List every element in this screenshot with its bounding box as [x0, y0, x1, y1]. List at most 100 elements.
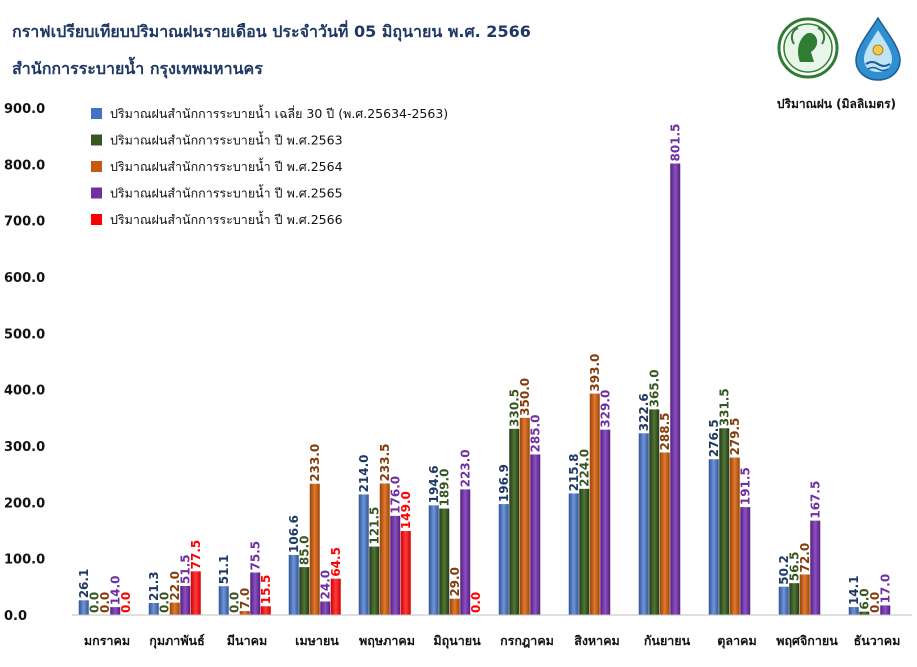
bar [579, 488, 590, 615]
y-axis-label: ปริมาณฝน (มิลลิเมตร) [777, 97, 896, 111]
data-label: 75.5 [249, 541, 263, 571]
bar [509, 428, 520, 615]
data-label: 196.9 [497, 464, 511, 502]
data-label: 224.0 [578, 449, 592, 487]
data-label: 21.3 [147, 571, 161, 601]
bar [400, 531, 411, 615]
bar [190, 571, 201, 615]
data-label: 106.6 [287, 515, 301, 553]
data-label: 0.0 [158, 592, 172, 613]
y-tick-label: 300.0 [4, 440, 45, 455]
data-label: 51.5 [179, 554, 193, 584]
data-label: 24.0 [319, 570, 333, 600]
bar [239, 611, 250, 615]
bar [859, 611, 870, 615]
data-label: 0.0 [868, 592, 882, 613]
bar [880, 605, 891, 615]
data-label: 322.6 [637, 393, 651, 431]
x-tick-label: มีนาคม [227, 633, 267, 648]
bar [519, 417, 530, 615]
chart-subtitle: สำนักการระบายน้ำ กรุงเทพมหานคร [12, 56, 263, 79]
data-label: 285.0 [529, 414, 543, 452]
legend-swatch [91, 214, 102, 225]
bar [740, 507, 751, 615]
data-label: 365.0 [648, 369, 662, 407]
data-label: 393.0 [588, 354, 602, 392]
bar [288, 554, 299, 615]
bar [810, 520, 821, 615]
legend-entry: ปริมาณฝนสำนักการระบายน้ำ ปี พ.ศ.2565 [110, 184, 343, 201]
data-label: 64.5 [329, 547, 343, 577]
bars [78, 163, 891, 615]
data-label: 14.1 [847, 575, 861, 605]
data-label: 0.0 [228, 592, 242, 613]
data-label: 214.0 [357, 454, 371, 492]
bar [530, 454, 541, 615]
data-label: 22.0 [168, 571, 182, 601]
bar [659, 452, 670, 615]
legend-swatch [91, 187, 102, 199]
x-tick-label: ตุลาคม [717, 633, 756, 649]
data-label: 85.0 [298, 536, 312, 566]
x-tick-label: พฤษภาคม [359, 633, 415, 648]
data-label: 50.2 [777, 555, 791, 585]
x-axis-ticks: มกราคม กุมภาพันธ์ มีนาคม เมษายน พฤษภาคม มิถุน… [84, 633, 900, 649]
y-tick-label: 0.0 [4, 609, 27, 624]
x-tick-label: พฤศจิกายน [776, 633, 838, 648]
data-label: 7.0 [238, 588, 252, 609]
y-tick-label: 100.0 [4, 553, 45, 568]
legend-swatch [91, 161, 102, 172]
data-label: 233.0 [308, 444, 322, 482]
data-label: 0.0 [469, 592, 483, 613]
bar [218, 586, 229, 615]
bar [708, 459, 719, 615]
bar [110, 607, 121, 615]
legend-entry: ปริมาณฝนสำนักการระบายน้ำ เฉลี่ย 30 ปี (พ… [110, 104, 448, 121]
bar [649, 409, 660, 615]
data-label: 176.0 [389, 476, 403, 514]
data-label: 26.1 [77, 569, 91, 599]
data-label: 331.5 [718, 388, 732, 426]
data-labels: 26.10.00.014.00.021.30.022.051.577.551.1… [77, 124, 893, 613]
bar [600, 429, 611, 615]
x-tick-label: สิงหาคม [574, 633, 620, 648]
data-label: 215.8 [567, 453, 581, 491]
x-tick-label: มิถุนายน [433, 633, 481, 649]
drainage-water-drop-icon [855, 16, 901, 81]
data-label: 121.5 [368, 507, 382, 545]
bar [180, 585, 191, 615]
bar [369, 546, 380, 615]
data-label: 15.5 [259, 575, 273, 605]
y-axis-ticks: 0.0 100.0 200.0 300.0 400.0 500.0 600.0 700.0 80… [4, 102, 45, 624]
legend-swatch [91, 108, 102, 119]
chart-title: กราฟเปรียบเทียบปริมาณฝนรายเดือน ประจำวัน… [12, 20, 531, 42]
data-label: 194.6 [427, 465, 441, 503]
data-label: 0.0 [98, 592, 112, 613]
bar [789, 583, 800, 615]
data-label: 14.0 [109, 576, 123, 606]
legend-entry: ปริมาณฝนสำนักการระบายน้ำ ปี พ.ศ.2564 [110, 157, 343, 174]
bar [299, 567, 310, 615]
data-label: 17.0 [879, 574, 893, 604]
bar [589, 393, 600, 615]
data-label: 0.0 [119, 592, 133, 613]
legend-entry: ปริมาณฝนสำนักการระบายน้ำ ปี พ.ศ.2566 [110, 210, 343, 227]
data-label: 56.5 [788, 552, 802, 582]
y-tick-label: 800.0 [4, 158, 45, 173]
bar [148, 603, 159, 615]
bar [778, 586, 789, 615]
bar [390, 515, 401, 615]
x-tick-label: กรกฎาคม [500, 633, 554, 649]
bar [439, 508, 450, 615]
legend-entry: ปริมาณฝนสำนักการระบายน้ำ ปี พ.ศ.2563 [110, 131, 343, 148]
data-label: 77.5 [189, 540, 203, 570]
bar [460, 489, 471, 615]
bar [330, 578, 341, 615]
y-tick-label: 900.0 [4, 102, 45, 117]
data-label: 233.5 [378, 443, 392, 481]
bar [250, 572, 261, 615]
data-label: 801.5 [669, 124, 683, 162]
bar [449, 598, 460, 615]
data-label: 167.5 [809, 481, 823, 519]
